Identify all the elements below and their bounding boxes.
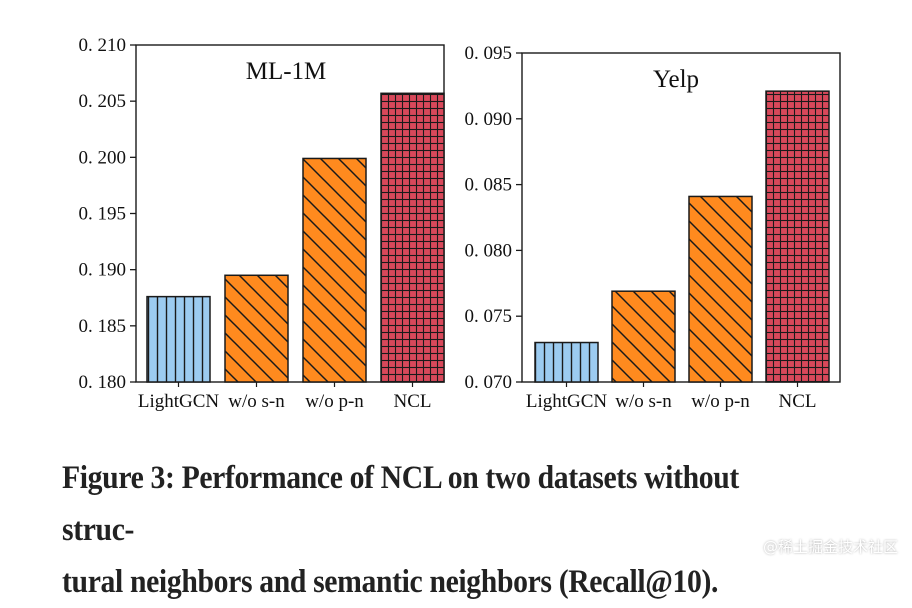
yelp-xtick-label: NCL	[779, 391, 817, 412]
yelp-bar-lightgcn	[534, 341, 599, 383]
ml-1m-ytick-label: 0. 185	[79, 316, 127, 337]
ml-1m-xtick-label: w/o s-n	[228, 391, 285, 412]
ml-1m-bar-w-o-p-n	[302, 157, 367, 383]
chart-ml1m: 0. 180 0. 185 0. 190 0. 195 0. 200 0. 205 0. 2…	[79, 35, 445, 412]
ml-1m-xtick-label: LightGCN	[138, 391, 220, 412]
ml-1m-bar-ncl	[380, 92, 445, 383]
yelp-title: Yelp	[653, 66, 699, 93]
caption-line-1: Figure 3: Performance of NCL on two data…	[62, 460, 739, 548]
caption-line-2: tural neighbors and semantic neighbors (…	[62, 564, 719, 600]
yelp-ytick-label: 0. 090	[465, 109, 513, 130]
yelp-xtick-label: w/o p-n	[691, 391, 750, 412]
yelp-xtick-label: LightGCN	[526, 391, 608, 412]
figure-charts: 0. 180 0. 185 0. 190 0. 195 0. 200 0. 205 0. 2…	[79, 35, 841, 412]
yelp-axes-frame	[521, 52, 841, 383]
yelp-ytick-label: 0. 095	[465, 43, 513, 64]
ml-1m-bar-w-o-s-n	[224, 274, 289, 383]
chart-yelp: 0. 070 0. 075 0. 080 0. 085 0. 090 0. 095 Ligh…	[465, 43, 841, 412]
ml-1m-bar-lightgcn	[146, 295, 211, 383]
ml-1m-xtick-label: NCL	[394, 391, 432, 412]
ml-1m-ytick-label: 0. 200	[79, 147, 127, 168]
yelp-bar-w-o-p-n	[688, 195, 753, 383]
ml-1m-ytick-label: 0. 190	[79, 260, 127, 281]
ml-1m-ytick-label: 0. 195	[79, 204, 127, 225]
ml-1m-xtick-label: w/o p-n	[305, 391, 364, 412]
yelp-ytick-label: 0. 075	[465, 306, 513, 327]
ml-1m-ytick-label: 0. 210	[79, 35, 127, 56]
yelp-ytick-label: 0. 080	[465, 240, 513, 261]
yelp-bar-w-o-s-n	[611, 290, 676, 383]
yelp-xtick-label: w/o s-n	[615, 391, 672, 412]
yelp-ytick-label: 0. 085	[465, 175, 513, 196]
yelp-bar-ncl	[765, 90, 830, 383]
ml-1m-ytick-label: 0. 205	[79, 91, 127, 112]
yelp-ytick-label: 0. 070	[465, 372, 513, 393]
figure-caption: Figure 3: Performance of NCL on two data…	[62, 452, 809, 608]
watermark-text: @稀土掘金技术社区	[762, 538, 898, 556]
ml-1m-ytick-label: 0. 180	[79, 372, 127, 393]
ml-1m-title: ML-1M	[246, 58, 327, 85]
